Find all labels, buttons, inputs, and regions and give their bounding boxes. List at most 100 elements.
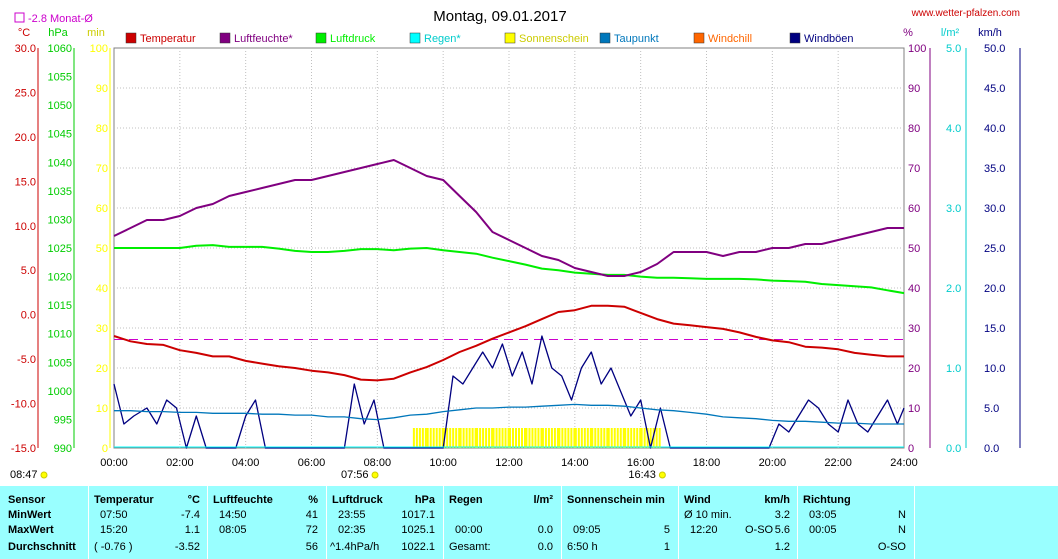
hdr-hum: Luftfeuchte	[213, 494, 273, 506]
legend-label: Temperatur	[140, 33, 196, 45]
sunshine-bar	[512, 428, 514, 448]
max-hum-val: 72	[305, 524, 318, 536]
sunshine-bar	[558, 428, 561, 448]
rain-tick: 1.0	[946, 363, 961, 375]
sunshine-bar	[591, 428, 594, 448]
sunshine-bar	[449, 428, 452, 448]
sunshine-bar	[421, 428, 424, 448]
legend-swatch	[315, 32, 327, 44]
sunshine-tick: 30	[96, 323, 108, 335]
wind-tick: 35.0	[984, 163, 1005, 175]
sunshine-bar	[547, 428, 550, 448]
sunshine-bar	[424, 428, 427, 448]
sunshine-bar	[504, 428, 507, 448]
humidity-tick: 80	[908, 123, 920, 135]
avg-wind-val: 1.2	[774, 541, 790, 553]
hdr-temp-unit: °C	[187, 494, 200, 506]
avg-sun-val: 1	[663, 541, 670, 553]
sunshine-unit: min	[87, 27, 105, 39]
max-dir-time: 00:05	[809, 524, 837, 536]
hdr-press-unit: hPa	[414, 494, 435, 506]
pressure-tick: 1010	[48, 329, 72, 341]
pressure-tick: 1045	[48, 129, 72, 141]
sunshine-tick: 20	[96, 363, 108, 375]
pressure-tick: 995	[54, 414, 72, 426]
sunshine-bar	[586, 428, 589, 448]
sunshine-bar	[528, 428, 531, 448]
sunshine-bar	[534, 428, 537, 448]
sun-marker-icon	[658, 471, 666, 479]
sunshine-bar	[613, 428, 616, 448]
sunshine-bar	[426, 428, 429, 448]
legend-swatch	[125, 32, 137, 44]
source-link[interactable]: www.wetter-pfalzen.com	[911, 8, 1020, 19]
sunshine-bar	[630, 428, 633, 448]
sunshine-bar	[488, 428, 491, 448]
avg-press-trend: ^1.4hPa/h	[330, 541, 380, 553]
max-press-time: 02:35	[338, 524, 366, 536]
sunshine-bar	[415, 428, 418, 448]
max-temp-time: 15:20	[100, 524, 128, 536]
sun-marker-label: 16:43	[628, 469, 656, 481]
hdr-wind-unit: km/h	[764, 494, 790, 506]
min-wind-val: 3.2	[774, 509, 790, 521]
sunshine-bar	[531, 428, 534, 448]
min-temp-val: -7.4	[181, 509, 200, 521]
sunshine-bar	[556, 428, 559, 448]
rain-tick: 5.0	[946, 43, 961, 55]
right-axes: 10090807060504030201005.04.03.02.01.00.0…	[908, 43, 1021, 455]
wind-tick: 5.0	[984, 403, 999, 415]
temperature-tick: -10.0	[11, 399, 36, 411]
max-sun-val: 5	[663, 524, 670, 536]
stats-table: Sensor Temperatur °C Luftfeuchte % Luftd…	[0, 486, 1058, 559]
x-tick: 20:00	[759, 457, 787, 469]
sunshine-bar	[509, 428, 511, 448]
sunshine-tick: 90	[96, 83, 108, 95]
wind-tick: 0.0	[984, 443, 999, 455]
sunshine-bar	[476, 428, 479, 448]
legend-swatch	[789, 32, 801, 44]
pressure-tick: 1015	[48, 300, 72, 312]
temperature-tick: 25.0	[15, 87, 36, 99]
pressure-tick: 1005	[48, 357, 72, 369]
pressure-tick: 1035	[48, 186, 72, 198]
sunshine-bar	[495, 428, 498, 448]
sunshine-bar	[619, 428, 622, 448]
sunshine-bar	[577, 428, 580, 448]
temperature-tick: 30.0	[15, 43, 36, 55]
sunshine-bar	[636, 428, 639, 448]
max-temp-val: 1.1	[184, 524, 200, 536]
sunshine-bar	[432, 428, 435, 448]
avg-rain-label: Gesamt:	[449, 541, 491, 553]
sunshine-bar	[540, 428, 543, 448]
wind-tick: 50.0	[984, 43, 1005, 55]
max-dir-val: N	[898, 524, 906, 536]
sunshine-tick: 60	[96, 203, 108, 215]
legend-label: Taupunkt	[614, 33, 659, 45]
max-wind-time: 12:20	[690, 524, 718, 536]
sunshine-bar	[570, 428, 573, 448]
sunshine-bar	[485, 428, 488, 448]
sunshine-bar	[600, 428, 603, 448]
sunshine-bar	[616, 428, 619, 448]
max-press-val: 1025.1	[401, 524, 435, 536]
legend-swatch	[219, 32, 231, 44]
humidity-tick: 100	[908, 43, 926, 55]
humidity-tick: 30	[908, 323, 920, 335]
sunshine-bar	[525, 428, 528, 448]
sunshine-bar	[564, 428, 567, 448]
humidity-tick: 60	[908, 203, 920, 215]
sunshine-bar	[462, 428, 465, 448]
rain-tick: 4.0	[946, 123, 961, 135]
legend: Temperatur Luftfeuchte* Luftdruck Regen* Son…	[125, 32, 854, 45]
hdr-rain-unit: l/m²	[533, 494, 553, 506]
sunshine-bar	[468, 428, 471, 448]
humidity-tick: 70	[908, 163, 920, 175]
sunshine-bar	[541, 428, 544, 448]
avg-dir-val: O-SO	[877, 541, 906, 553]
sunshine-bar	[561, 428, 564, 448]
legend-label: Windböen	[804, 33, 854, 45]
hdr-rain: Regen	[449, 494, 483, 506]
rain-tick: 0.0	[946, 443, 961, 455]
wind-tick: 30.0	[984, 203, 1005, 215]
